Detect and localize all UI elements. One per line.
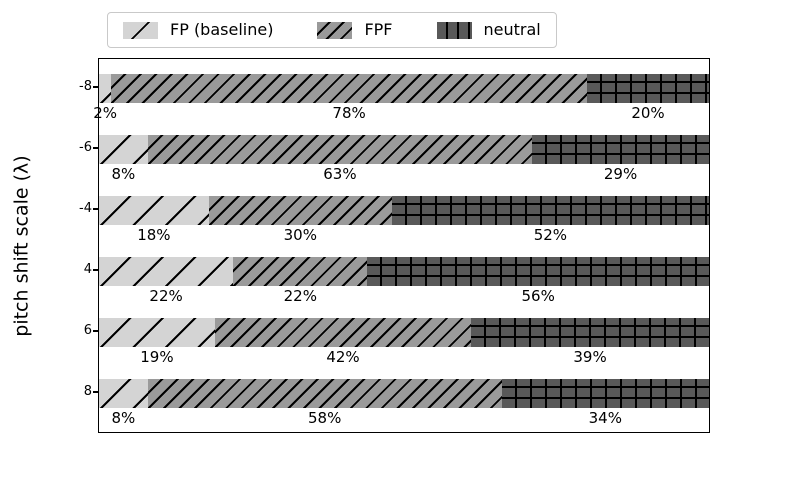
y-tick-mark: [93, 330, 98, 332]
bar-value-label: 56%: [521, 286, 555, 305]
bar-segment-neutral: [391, 195, 709, 225]
bar-row-4: [99, 195, 709, 225]
legend-label-fp-baseline: FP (baseline): [170, 20, 274, 39]
bar-value-label: 52%: [533, 225, 568, 244]
y-tick-label: 6: [83, 323, 92, 338]
y-tick-mark: [93, 391, 98, 393]
bar-row-6: [99, 317, 709, 347]
bar-value-label: 30%: [283, 225, 317, 244]
bar-segment-fp-baseline: [99, 73, 112, 103]
bar-value-label: 34%: [588, 408, 622, 427]
y-tick-mark: [93, 86, 98, 88]
bar-segment-fpf: [147, 378, 502, 408]
bar-row-8: [99, 73, 709, 103]
bar-segment-neutral: [587, 73, 709, 103]
bar-value-label: 19%: [140, 347, 174, 366]
bar-value-label: 22%: [283, 286, 317, 305]
bar-value-label: 63%: [323, 164, 357, 183]
bar-value-label: 78%: [332, 103, 366, 122]
bar-segment-neutral: [501, 378, 709, 408]
bar-value-label: 8%: [111, 408, 136, 427]
bar-value-label: 58%: [308, 408, 342, 427]
bar-segment-fp-baseline: [99, 195, 209, 225]
bar-value-label: 8%: [111, 164, 136, 183]
plot-area: 2% 78% 20% 8% 63% 29% 18% 30% 52% 22% 22% 56% 19% 42%…: [93, 58, 710, 433]
legend-item-fpf: FPF: [317, 20, 393, 39]
bar-segment-fpf: [208, 195, 392, 225]
bar-value-label: 2%: [93, 103, 117, 122]
bar-segment-fpf: [233, 256, 368, 286]
bar-segment-fp-baseline: [99, 256, 234, 286]
bar-segment-neutral: [367, 256, 709, 286]
bar-value-label: 29%: [603, 164, 638, 183]
y-tick-label: -6: [79, 140, 92, 155]
y-tick-label: -8: [79, 79, 92, 94]
y-tick-label: -4: [79, 201, 92, 216]
bar-segment-fp-baseline: [99, 317, 215, 347]
legend: FP (baseline) FPF neutral: [107, 12, 557, 48]
y-tick-mark: [93, 208, 98, 210]
legend-item-fp-baseline: FP (baseline): [123, 20, 274, 39]
bar-segment-fp-baseline: [99, 378, 148, 408]
bar-segment-fpf: [214, 317, 472, 347]
bar-segment-fpf: [111, 73, 587, 103]
bar-segment-neutral: [532, 134, 709, 164]
y-axis-title: pitch shift scale (λ): [10, 155, 33, 337]
bar-value-label: 18%: [137, 225, 171, 244]
bar-row-8: [99, 378, 709, 408]
bar-value-label: 42%: [326, 347, 360, 366]
fp-baseline-swatch-icon: [123, 21, 158, 39]
neutral-swatch-icon: [436, 21, 472, 39]
bar-value-label: 22%: [149, 286, 183, 305]
y-tick-label: 8: [83, 384, 92, 399]
legend-label-fpf: FPF: [364, 20, 393, 39]
legend-item-neutral: neutral: [436, 20, 541, 39]
bar-row-6: [99, 134, 709, 164]
bar-segment-fp-baseline: [99, 134, 148, 164]
bar-row-4: [99, 256, 709, 286]
bar-value-label: 20%: [631, 103, 665, 122]
fpf-swatch-icon: [317, 21, 353, 39]
y-tick-mark: [93, 147, 98, 149]
bar-value-label: 39%: [573, 347, 607, 366]
y-tick-mark: [93, 269, 98, 271]
bar-segment-fpf: [147, 134, 533, 164]
y-tick-label: 4: [83, 262, 92, 277]
bar-segment-neutral: [471, 317, 709, 347]
legend-label-neutral: neutral: [483, 20, 541, 39]
